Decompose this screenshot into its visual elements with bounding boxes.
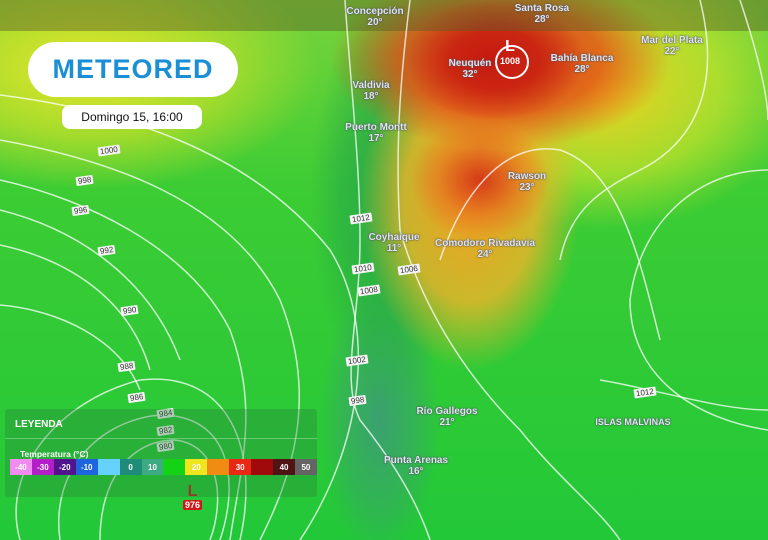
city-name: Santa Rosa xyxy=(514,3,570,14)
city-temp: 16° xyxy=(408,466,424,477)
low-value: 976 xyxy=(183,500,203,510)
city-temp: 18° xyxy=(363,91,379,102)
legend-subtitle: Temperatura (°C) xyxy=(20,449,89,459)
low-pressure-marker: L 976 xyxy=(183,483,203,510)
legend-title: LEYENDA xyxy=(15,419,63,430)
low-value: 1008 xyxy=(500,56,521,66)
city-name: Concepción xyxy=(346,6,404,17)
city-neuquen: Neuquén 32° xyxy=(449,58,492,80)
legend-panel: LEYENDA Temperatura (°C) -40 -30 -20 -10 0 10… xyxy=(5,409,317,497)
region-name: ISLAS MALVINAS xyxy=(595,417,671,427)
city-comodoro-rivadavia: Comodoro Rivadavia 24° xyxy=(435,238,535,260)
city-santa-rosa: Santa Rosa 28° xyxy=(515,3,569,25)
scale-swatch: 0 xyxy=(119,459,142,475)
scale-swatch: 20 xyxy=(185,459,208,475)
scale-swatch: 10 xyxy=(141,459,164,475)
low-letter: L xyxy=(187,483,198,500)
city-temp: 22° xyxy=(664,46,680,57)
legend-divider xyxy=(5,438,317,439)
temperature-color-scale: -40 -30 -20 -10 0 10 20 30 40 50 xyxy=(10,459,317,475)
city-puerto-montt: Puerto Montt 17° xyxy=(345,122,407,144)
city-name: Coyhaique xyxy=(368,232,420,243)
city-temp: 23° xyxy=(519,182,535,193)
city-name: Bahía Blanca xyxy=(550,53,614,64)
city-temp: 11° xyxy=(386,243,402,254)
city-name: Punta Arenas xyxy=(383,455,449,466)
city-name: Comodoro Rivadavia xyxy=(434,238,536,249)
scale-swatch: -20 xyxy=(53,459,76,475)
label-islas-malvinas: ISLAS MALVINAS xyxy=(595,417,670,428)
scale-swatch xyxy=(163,459,186,475)
city-punta-arenas: Punta Arenas 16° xyxy=(384,455,448,477)
scale-swatch xyxy=(207,459,230,475)
city-temp: 32° xyxy=(462,69,478,80)
city-name: Puerto Montt xyxy=(345,122,407,133)
city-temp: 17° xyxy=(368,133,384,144)
scale-swatch: -10 xyxy=(75,459,98,475)
city-name: Río Gallegos xyxy=(416,406,478,417)
scale-swatch xyxy=(97,459,120,475)
city-valdivia: Valdivia 18° xyxy=(352,80,389,102)
city-temp: 28° xyxy=(574,64,590,75)
scale-swatch: -30 xyxy=(31,459,54,475)
city-temp: 28° xyxy=(534,14,550,25)
city-temp: 20° xyxy=(367,17,383,28)
city-concepcion: Concepción 20° xyxy=(346,6,403,28)
city-temp: 24° xyxy=(477,249,493,260)
scale-swatch: 50 xyxy=(294,459,317,475)
top-band xyxy=(0,0,768,31)
scale-swatch: 40 xyxy=(273,459,295,475)
scale-swatch: -40 xyxy=(10,459,32,475)
scale-swatch: 30 xyxy=(229,459,252,475)
city-coyhaique: Coyhaique 11° xyxy=(368,232,419,254)
city-name: Neuquén xyxy=(448,58,492,69)
city-bahia-blanca: Bahía Blanca 28° xyxy=(551,53,614,75)
low-letter: L xyxy=(505,38,515,55)
meteored-logo: METEORED xyxy=(28,42,238,97)
city-name: Valdivia xyxy=(352,80,390,91)
city-name: Mar del Plata xyxy=(641,35,703,46)
city-rio-gallegos: Río Gallegos 21° xyxy=(416,406,477,428)
city-rawson: Rawson 23° xyxy=(508,171,546,193)
city-name: Rawson xyxy=(507,171,547,182)
scale-swatch xyxy=(251,459,274,475)
city-mar-del-plata: Mar del Plata 22° xyxy=(641,35,703,57)
city-temp: 21° xyxy=(439,417,455,428)
low-pressure-marker: L 1008 xyxy=(500,38,520,66)
forecast-datetime: Domingo 15, 16:00 xyxy=(62,105,202,129)
